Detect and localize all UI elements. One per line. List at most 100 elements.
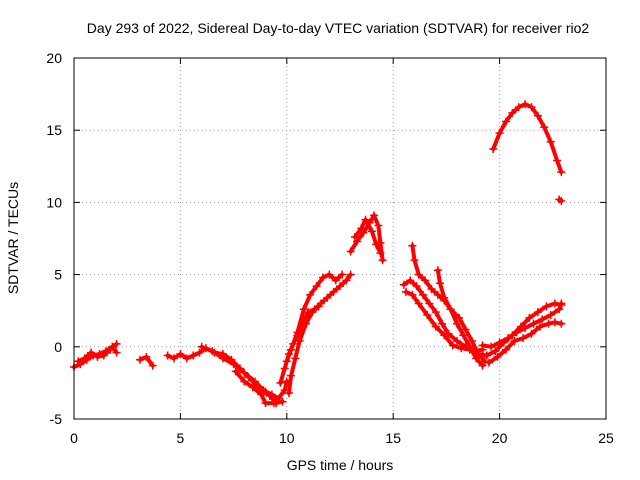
x-tick-label: 0 <box>70 430 78 446</box>
data-point <box>440 331 449 340</box>
data-point <box>491 347 500 356</box>
data-point <box>440 293 449 302</box>
data-point <box>257 390 266 399</box>
series-arc-2 <box>135 352 157 370</box>
data-point <box>425 299 434 308</box>
data-point <box>480 357 489 366</box>
data-point <box>527 103 536 112</box>
data-point <box>299 305 308 314</box>
data-point <box>478 361 487 370</box>
data-point <box>529 319 538 328</box>
series-arc-7b <box>482 299 566 360</box>
x-tick-label: 25 <box>598 430 614 446</box>
y-tick-label: 20 <box>46 50 62 66</box>
data-point <box>278 397 287 406</box>
data-point <box>423 311 432 320</box>
data-point <box>350 233 359 242</box>
data-point <box>538 315 547 324</box>
series-arc-3 <box>163 344 291 403</box>
data-point <box>421 276 430 285</box>
data-point <box>148 361 157 370</box>
data-point <box>259 386 268 395</box>
x-axis-label: GPS time / hours <box>287 457 394 473</box>
data-point <box>495 129 504 138</box>
data-point <box>493 352 502 361</box>
data-point <box>280 364 289 373</box>
series-arc-3c <box>231 367 279 408</box>
data-point <box>287 371 296 380</box>
data-point <box>499 338 508 347</box>
data-point <box>170 354 179 363</box>
data-point <box>408 290 417 299</box>
data-point <box>557 196 566 205</box>
data-point <box>314 302 323 311</box>
series-arc-3b <box>197 342 287 408</box>
data-point <box>521 100 530 109</box>
data-point <box>431 322 440 331</box>
data-point <box>74 357 83 366</box>
x-tick-label: 5 <box>177 430 185 446</box>
x-tick-label: 15 <box>385 430 401 446</box>
data-point <box>459 331 468 340</box>
data-point <box>521 324 530 333</box>
data-point <box>525 313 534 322</box>
data-point <box>87 348 96 357</box>
data-point <box>306 290 315 299</box>
data-point <box>542 302 551 311</box>
data-point <box>550 299 559 308</box>
data-point <box>135 355 144 364</box>
data-point <box>370 211 379 220</box>
data-point <box>465 342 474 351</box>
grid-lines <box>74 58 606 419</box>
data-point <box>291 354 300 363</box>
data-point <box>457 344 466 353</box>
data-point <box>546 137 555 146</box>
data-point <box>142 352 151 361</box>
series-arc-7c <box>484 318 566 367</box>
plot-frame <box>73 57 607 420</box>
data-point <box>359 228 368 237</box>
data-point <box>550 318 559 327</box>
data-point <box>438 319 447 328</box>
data-point <box>555 305 564 314</box>
data-point <box>248 383 257 392</box>
data-point <box>508 108 517 117</box>
data-point <box>533 308 542 317</box>
data-point <box>287 345 296 354</box>
data-point <box>374 221 383 230</box>
data-series <box>70 100 566 408</box>
data-point <box>342 276 351 285</box>
series-line <box>199 344 285 406</box>
series-arc-6d <box>433 266 487 370</box>
data-point <box>229 360 238 369</box>
data-point <box>418 290 427 299</box>
data-point <box>433 266 442 275</box>
series-arc-8b <box>555 195 566 205</box>
y-tick-labels: -5 0 5 10 15 20 <box>46 50 62 427</box>
series-arc-5 <box>346 211 387 265</box>
data-point <box>261 399 270 408</box>
data-point <box>372 240 381 249</box>
series-line <box>284 272 345 364</box>
series-arc-4b <box>282 270 347 366</box>
x-tick-label: 20 <box>492 430 508 446</box>
data-point <box>80 354 89 363</box>
data-point <box>508 331 517 340</box>
data-point <box>99 351 108 360</box>
data-point <box>514 103 523 112</box>
series-line <box>484 301 564 358</box>
data-point <box>489 144 498 153</box>
data-point <box>461 325 470 334</box>
data-point <box>336 282 344 291</box>
data-point <box>414 299 423 308</box>
data-point <box>446 305 455 314</box>
data-point <box>557 319 566 328</box>
data-point <box>293 328 302 337</box>
data-point <box>182 354 191 363</box>
data-point <box>318 273 327 282</box>
data-point <box>557 300 566 309</box>
data-point <box>478 341 487 350</box>
data-point <box>401 287 410 296</box>
data-point <box>270 399 279 408</box>
data-point <box>557 168 566 177</box>
